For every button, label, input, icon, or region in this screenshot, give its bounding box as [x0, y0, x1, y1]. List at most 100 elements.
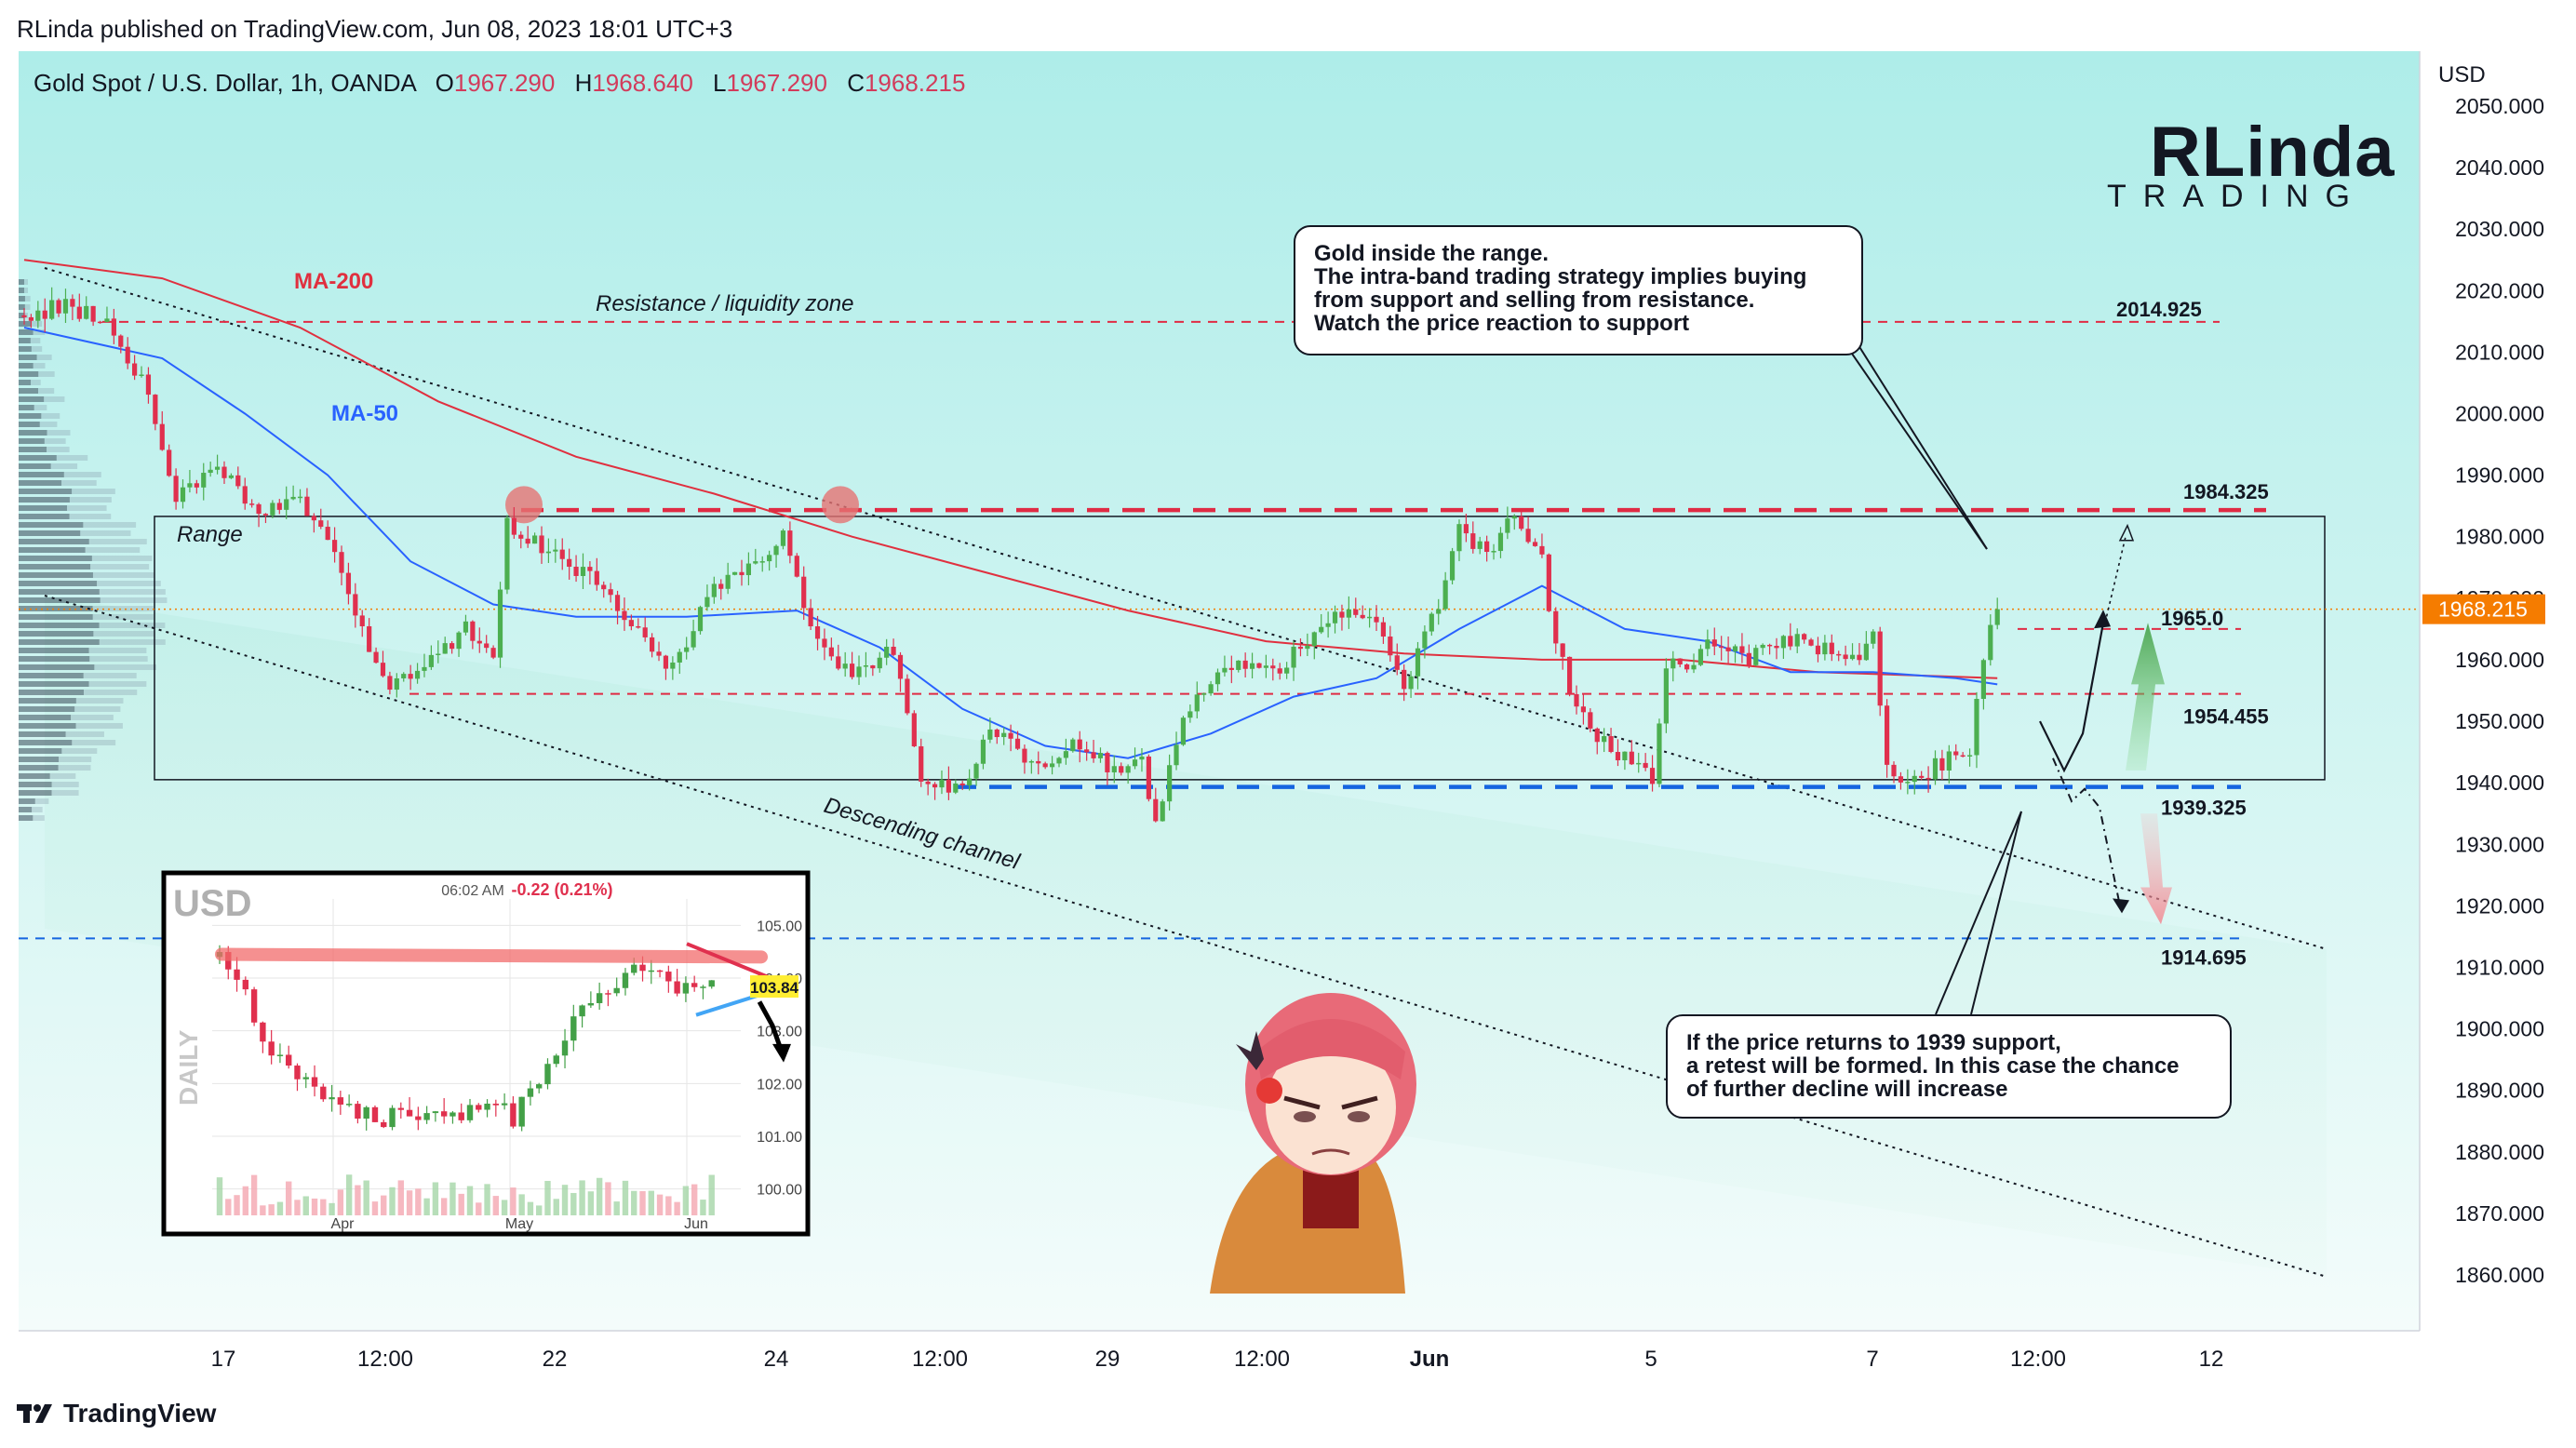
candle-body	[814, 626, 821, 639]
volume-profile-bar	[31, 346, 43, 352]
inset-volume-bar	[371, 1201, 379, 1215]
inset-candle-body	[561, 1040, 569, 1056]
candle-body	[414, 670, 421, 679]
volume-profile-bar	[88, 681, 147, 687]
volume-profile-bar	[41, 413, 60, 419]
candle-body	[1960, 755, 1966, 758]
candle-body	[173, 476, 179, 503]
candle-body	[877, 657, 882, 669]
callout-top: Gold inside the range. The intra-band tr…	[1294, 225, 1863, 355]
candle-body	[1725, 647, 1731, 651]
inset-timeframe: DAILY	[174, 1029, 203, 1106]
projection-path-up	[2039, 623, 2105, 773]
inset-volume-bar	[553, 1199, 559, 1215]
candle-body	[1380, 622, 1387, 637]
inset-volume-bar	[682, 1186, 690, 1215]
volume-profile-bar	[19, 623, 100, 628]
candle-body	[1429, 613, 1434, 632]
volume-profile	[19, 279, 168, 821]
candle-body	[753, 561, 758, 564]
volume-profile-bar	[19, 690, 84, 695]
candle-body	[1946, 751, 1952, 771]
volume-profile-bar	[61, 748, 98, 754]
inset-volume-bar	[415, 1188, 422, 1215]
volume-profile-bar	[19, 405, 34, 410]
price-axis-tick: 1920.000	[2455, 893, 2544, 918]
candle-body	[1270, 665, 1276, 669]
candle-body	[1974, 699, 1979, 756]
candle-body	[1070, 739, 1076, 752]
candle-body	[367, 625, 372, 652]
volume-profile-bar	[30, 338, 41, 343]
candle-body	[891, 646, 896, 655]
inset-candle-body	[596, 993, 603, 1003]
volume-profile-bar	[19, 371, 39, 377]
candle-body	[1705, 639, 1711, 650]
candle-body	[1574, 693, 1579, 707]
inset-volume-bar	[225, 1199, 232, 1215]
candle-body	[132, 363, 138, 376]
candle-body	[504, 517, 510, 590]
candle-body	[1780, 636, 1786, 649]
volume-profile-bar	[19, 489, 73, 494]
price-axis-tick: 2030.000	[2455, 217, 2544, 241]
candle-body	[1208, 684, 1214, 694]
candle-body	[1374, 616, 1379, 623]
inset-candle-body	[605, 993, 611, 995]
inset-volume-bar	[466, 1186, 474, 1215]
volume-profile-bar	[91, 556, 153, 561]
candle-body	[1932, 758, 1939, 780]
inset-volume-bar	[320, 1199, 327, 1215]
candle-body	[1505, 518, 1510, 533]
inset-volume-bar	[510, 1187, 517, 1215]
inset-candle-body	[406, 1109, 413, 1117]
candle-body	[870, 665, 876, 669]
volume-profile-bar	[38, 371, 55, 377]
candle-body	[1084, 749, 1090, 753]
candle-body	[994, 729, 1000, 738]
volume-profile-bar	[31, 380, 41, 385]
volume-profile-bar	[19, 430, 47, 436]
candle-body	[670, 662, 676, 669]
close-value: 1968.215	[864, 69, 966, 97]
inset-volume-bar	[527, 1201, 534, 1215]
candle-body	[1670, 658, 1676, 669]
candle-body	[780, 530, 786, 546]
inset-candle-body	[423, 1113, 430, 1120]
callout-top-line-1: Gold inside the range.	[1314, 241, 1550, 266]
tradingview-footer[interactable]: TradingView	[17, 1399, 216, 1428]
inset-volume-bar	[389, 1187, 396, 1215]
price-axis-currency: USD	[2438, 62, 2486, 87]
volume-profile-bar	[19, 706, 75, 712]
volume-profile-bar	[19, 556, 92, 561]
price-axis[interactable]: USD 2050.000 2040.000 2030.000 2020.000 2010.…	[2419, 51, 2576, 1331]
candle-body	[863, 665, 869, 667]
avatar-eye-left	[1283, 1095, 1321, 1110]
inset-volume-bar	[294, 1200, 301, 1215]
candle-body	[290, 496, 296, 500]
candle-body	[1284, 667, 1290, 674]
candle-body	[656, 651, 662, 656]
candle-body	[1360, 614, 1365, 619]
volume-profile-bar	[69, 514, 112, 519]
candle-body	[401, 674, 407, 678]
inset-candle-body	[440, 1111, 448, 1117]
candle-body	[1753, 648, 1759, 665]
avatar-face	[1266, 1040, 1396, 1174]
volume-profile-bar	[19, 304, 25, 310]
candle-body	[1711, 639, 1717, 647]
candle-body	[276, 503, 282, 510]
candle-body	[1456, 524, 1462, 552]
inset-candle-body	[587, 1002, 595, 1006]
resistance-touch-marker	[505, 486, 543, 524]
volume-profile-bar	[92, 606, 154, 611]
candle-body	[97, 321, 103, 324]
time-axis[interactable]: 17 12:00 22 24 12:00 29 12:00 Jun 5 7 12:00 12	[19, 1330, 2420, 1372]
volume-profile-bar	[69, 497, 112, 503]
inset-candle-body	[432, 1111, 439, 1114]
resistance-zone-label: Resistance / liquidity zone	[596, 291, 853, 316]
volume-profile-bar	[49, 773, 76, 779]
candle-body	[932, 784, 938, 788]
